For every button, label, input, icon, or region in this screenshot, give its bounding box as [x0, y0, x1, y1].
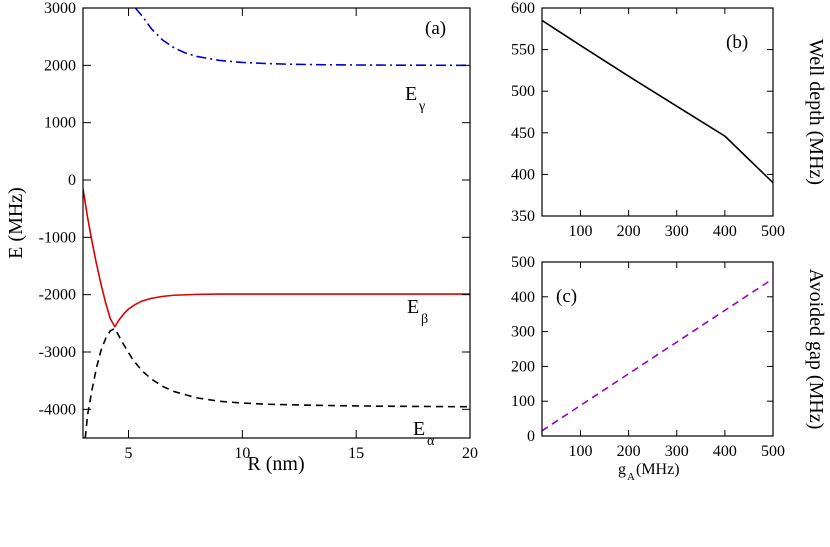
y-tick-label: 0 [68, 172, 76, 189]
panel-b-frame [541, 7, 774, 217]
panel-c-xlabel-sub: A [627, 471, 635, 483]
y-tick-label: 400 [511, 289, 535, 306]
x-tick-label: 400 [713, 223, 737, 240]
x-tick-label: 100 [569, 443, 593, 460]
y-tick-label: 100 [511, 393, 535, 410]
y-tick-label: 350 [511, 208, 535, 225]
panel-c-xlabel-main: g [618, 461, 626, 478]
y-tick-label: 400 [511, 166, 535, 183]
panel-b-ylabel: Well depth (MHz) [805, 39, 827, 185]
label-e-beta-main: E [407, 296, 419, 318]
x-tick-label: 200 [617, 223, 641, 240]
series-well-depth [542, 19, 773, 184]
panel-c-label: (c) [556, 286, 577, 307]
x-tick-label: 400 [713, 443, 737, 460]
series-avoided-gap [542, 278, 773, 432]
panel-a-label: (a) [425, 18, 446, 39]
x-tick-label: 200 [617, 443, 641, 460]
y-tick-label: 0 [527, 428, 535, 445]
x-tick-label: 5 [125, 445, 133, 462]
x-tick-label: 100 [569, 223, 593, 240]
panel-b: 350 400 450 500 550 600 100 200 300 400 500 (b) We… [511, 0, 827, 240]
y-tick-label: 2000 [44, 57, 76, 74]
panel-a-ylabel: E (MHz) [5, 187, 27, 259]
y-tick-label: 500 [511, 254, 535, 271]
y-tick-label: -4000 [39, 401, 76, 418]
panel-a-xlabel: R (nm) [247, 453, 304, 475]
label-e-gamma-sub: γ [418, 99, 425, 114]
y-tick-label: -1000 [39, 229, 76, 246]
series-e-beta [83, 188, 470, 328]
label-e-alpha-main: E [413, 418, 425, 440]
x-tick-label: 300 [665, 443, 689, 460]
x-tick-label: 15 [348, 445, 364, 462]
y-tick-label: 1000 [44, 115, 76, 132]
label-e-alpha: E α [413, 418, 435, 449]
label-e-gamma-main: E [405, 83, 417, 105]
x-tick-label: 500 [761, 443, 785, 460]
y-tick-label: -2000 [39, 287, 76, 304]
label-e-beta: E β [407, 296, 428, 327]
panel-b-label: (b) [726, 32, 748, 53]
y-tick-label: 550 [511, 42, 535, 59]
x-tick-label: 500 [761, 223, 785, 240]
y-tick-label: -3000 [39, 344, 76, 361]
panel-c-xlabel-rest: (MHz) [636, 461, 680, 478]
x-tick-label: 300 [665, 223, 689, 240]
x-tick-label: 20 [462, 445, 478, 462]
y-tick-label: 300 [511, 324, 535, 341]
panel-a-frame [82, 7, 471, 439]
label-e-alpha-sub: α [427, 434, 435, 449]
label-e-beta-sub: β [421, 312, 428, 327]
x-tick-label: 10 [234, 445, 250, 462]
y-tick-label: 3000 [44, 0, 76, 17]
label-e-gamma: E γ [405, 83, 425, 114]
panel-c-xlabel: g A (MHz) [618, 461, 680, 483]
y-tick-label: 200 [511, 358, 535, 375]
y-tick-label: 600 [511, 0, 535, 17]
panel-c-frame [541, 261, 774, 437]
panel-c-ylabel: Avoided gap (MHz) [805, 269, 827, 430]
y-tick-label: 500 [511, 83, 535, 100]
y-tick-label: 450 [511, 125, 535, 142]
panel-c: 0 100 200 300 400 500 100 200 300 400 500 (c) Avoi… [511, 254, 827, 483]
series-e-gamma [134, 8, 470, 67]
panel-a: -4000 -3000 -2000 -1000 0 1000 2000 3000 5 10 15 20… [5, 0, 478, 475]
